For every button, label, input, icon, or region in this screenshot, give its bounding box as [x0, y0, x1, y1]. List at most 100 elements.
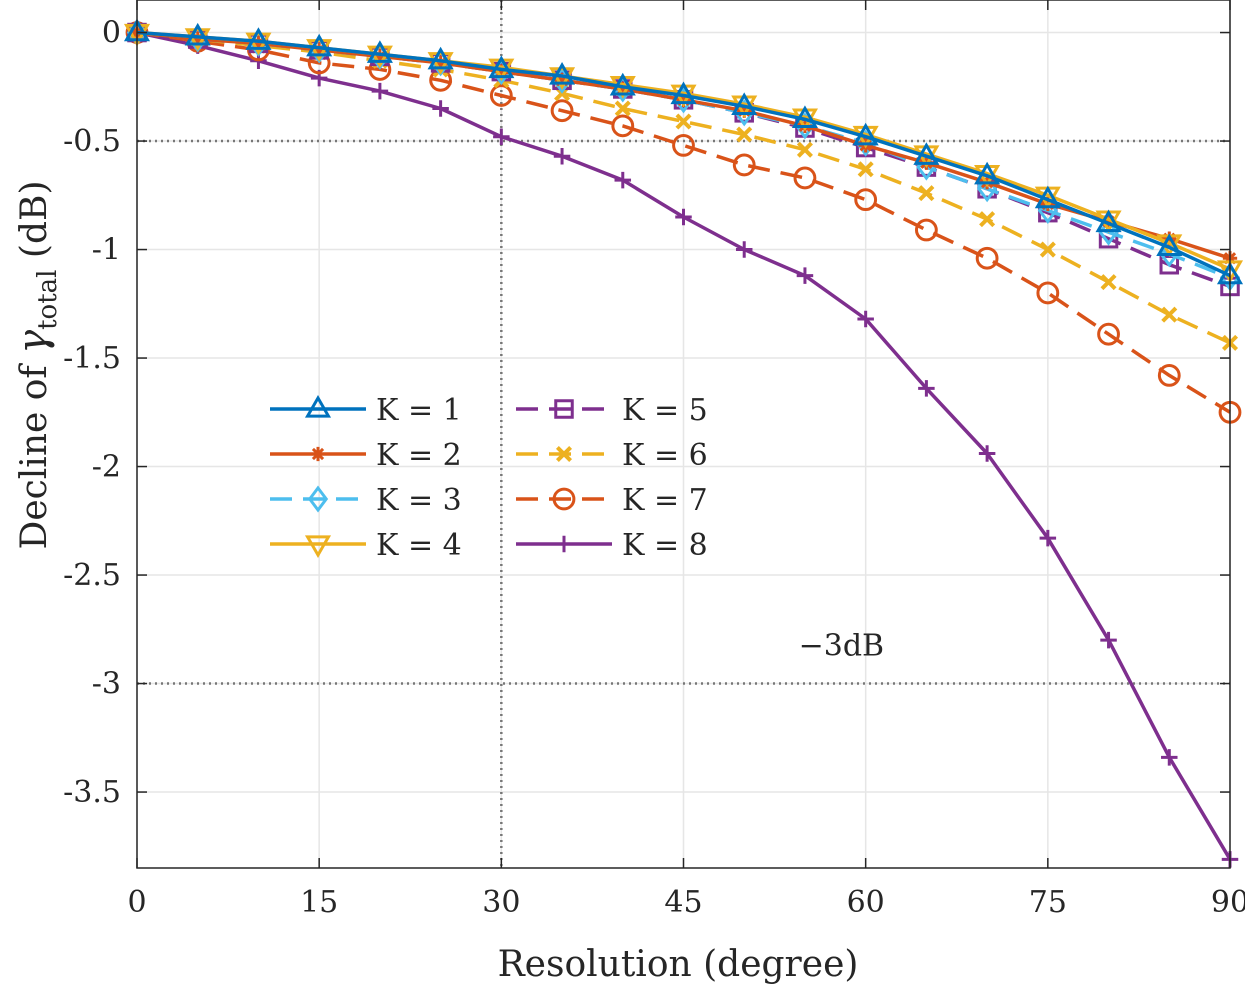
series-1-point-8 [609, 72, 636, 96]
series-2-point-8 [615, 81, 630, 97]
series-2-point-9 [676, 92, 691, 107]
legend-label-8: K = 8 [622, 528, 708, 563]
legend-item-1: K = 1 [270, 393, 462, 428]
series-7-point-14 [975, 246, 999, 270]
series-1-point-16 [1095, 209, 1122, 233]
legend-marker-6 [555, 445, 573, 463]
series-2-point-7 [554, 73, 570, 88]
series-7-point-10 [732, 153, 756, 177]
y-tick-label-3: -1.5 [63, 341, 121, 376]
y-axis-title-subscript: total [33, 270, 63, 330]
legend-label-7: K = 7 [622, 483, 708, 518]
series-1-point-10 [731, 92, 758, 115]
series-8-point-16 [1100, 631, 1117, 649]
series-7-point-8 [611, 114, 635, 138]
y-tick-label-1: -0.5 [63, 124, 121, 159]
x-tick-label-1: 15 [300, 885, 338, 920]
series-2-point-3 [312, 42, 327, 58]
series-7-point-12 [854, 188, 878, 212]
series-8-point-12 [857, 310, 874, 328]
series-3-point-16 [1098, 218, 1119, 246]
series-8-point-13 [918, 380, 935, 397]
series-1-point-15 [1034, 185, 1061, 209]
series-2-point-1 [190, 31, 205, 47]
y-axis-title-symbol: γ [10, 330, 56, 354]
series-1-line [136, 30, 1231, 278]
y-axis-title-suffix: (dB) [14, 180, 55, 269]
series-1-point-9 [670, 81, 697, 105]
legend-marker-7 [552, 487, 576, 511]
axes [136, 0, 1231, 869]
legend-label-6: K = 6 [622, 438, 708, 473]
series-1-point-12 [852, 122, 879, 146]
series-6-point-12 [857, 161, 874, 178]
series-1-point-17 [1156, 233, 1183, 257]
legend-item-4: K = 4 [270, 528, 462, 563]
series-1-point-5 [427, 46, 454, 70]
series-1-point-7 [549, 61, 576, 85]
series-6-point-17 [1161, 306, 1178, 323]
x-tick-label-0: 0 [127, 885, 146, 920]
legend: K = 1 K = 2 K = 3 K = 4 K = 5 K = 6 K = 7 K = 8 [270, 393, 708, 563]
legend-label-1: K = 1 [376, 393, 462, 428]
series-2-point-4 [372, 49, 388, 64]
series-6-point-14 [979, 211, 996, 228]
y-tick-label-5: -2.5 [63, 558, 121, 593]
series-6-point-11 [796, 141, 813, 158]
series-8-point-7 [553, 147, 571, 165]
series-8-point-15 [1039, 529, 1057, 547]
series-8-point-17 [1161, 749, 1178, 766]
series-8-point-6 [493, 128, 510, 145]
series-6-point-15 [1039, 241, 1056, 258]
series-1-point-2 [245, 27, 272, 50]
legend-marker-2 [310, 446, 326, 462]
x-tick-label-3: 45 [664, 885, 702, 920]
y-tick-label-7: -3.5 [63, 775, 121, 810]
series-1-point-1 [184, 22, 211, 46]
series-6-point-16 [1100, 274, 1117, 291]
series-1-point-4 [366, 40, 393, 63]
series-2-point-5 [433, 55, 448, 71]
legend-item-8: K = 8 [516, 528, 708, 563]
series-6-point-8 [614, 100, 631, 117]
legend-item-3: K = 3 [270, 483, 462, 518]
legend-marker-5 [554, 399, 574, 419]
series-2-point-10 [737, 103, 752, 118]
y-tick-label-6: -3 [92, 667, 121, 702]
series-7-point-9 [672, 133, 695, 157]
series-6-point-13 [918, 185, 935, 202]
y-tick-label-0: 0 [102, 16, 121, 51]
series-7-point-6 [489, 84, 513, 107]
legend-label-5: K = 5 [622, 393, 708, 428]
legend-item-5: K = 5 [516, 393, 708, 428]
legend-marker-4 [304, 535, 332, 559]
series-6-point-10 [736, 126, 753, 143]
series-8-point-10 [735, 241, 753, 258]
series-8-point-11 [796, 267, 814, 284]
series-1-point-11 [791, 105, 818, 128]
y-axis-title-prefix: Decline of [14, 354, 55, 550]
series-7-point-11 [793, 166, 817, 190]
legend-marker-1 [304, 394, 332, 418]
y-tick-label-4: -2 [92, 450, 121, 485]
legend-marker-8 [555, 535, 573, 553]
series-1-point-3 [306, 33, 333, 57]
x-axis-title: Resolution (degree) [498, 944, 859, 985]
series-8-point-8 [614, 171, 632, 189]
series-7-point-7 [550, 99, 574, 123]
legend-item-6: K = 6 [516, 438, 708, 473]
series-group [123, 18, 1244, 868]
y-tick-label-2: -1 [92, 233, 121, 268]
series-7-point-15 [1036, 281, 1060, 305]
x-tick-label-2: 30 [482, 885, 520, 920]
series-7-point-17 [1157, 364, 1181, 387]
legend-marker-3 [307, 485, 329, 513]
x-tick-label-4: 60 [847, 885, 885, 920]
x-tick-labels: 0 15 30 45 60 75 90 [127, 885, 1245, 920]
series-2-point-6 [494, 64, 509, 79]
legend-item-7: K = 7 [516, 483, 708, 518]
series-8-point-9 [675, 208, 692, 226]
annotation-minus-3db: −3dB [799, 628, 884, 663]
series-8-point-14 [978, 445, 996, 462]
